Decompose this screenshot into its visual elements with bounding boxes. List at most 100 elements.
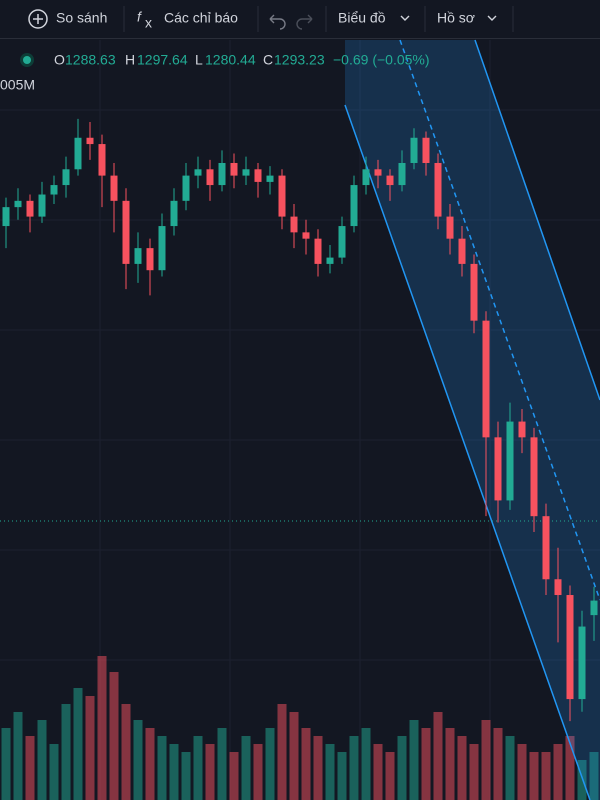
- candle-body: [206, 169, 214, 186]
- volume-bar: [469, 744, 479, 800]
- candle-body: [458, 238, 466, 264]
- candle-body: [506, 421, 514, 501]
- profile-menu[interactable]: Hồ sơ: [437, 10, 497, 26]
- candle-body: [518, 421, 526, 438]
- candle-body: [14, 200, 22, 208]
- volume-bar: [73, 688, 83, 800]
- candle-body: [566, 595, 574, 700]
- close-label: C: [263, 52, 273, 68]
- candle-body: [530, 437, 538, 517]
- volume-bar: [133, 720, 143, 800]
- candle-layer: [2, 118, 598, 722]
- candle-body: [266, 175, 274, 182]
- volume-bar: [97, 656, 107, 800]
- volume-bar: [205, 744, 215, 800]
- candle-body: [62, 169, 70, 186]
- candle-body: [326, 257, 334, 264]
- volume-bar: [337, 752, 347, 800]
- volume-bar: [553, 744, 563, 800]
- volume-bar: [217, 728, 227, 800]
- candle-body: [494, 437, 502, 501]
- chart-menu-label: Biểu đồ: [338, 10, 386, 26]
- volume-bar: [577, 760, 587, 800]
- candle-body: [110, 175, 118, 201]
- candle-body: [86, 137, 94, 145]
- candle-body: [254, 169, 262, 182]
- candle-body: [218, 162, 226, 186]
- volume-bar: [433, 712, 443, 800]
- ohlc-legend: O 1288.63 H 1297.64 L 1280.44 C 1293.23 …: [0, 52, 430, 93]
- volume-bar: [109, 672, 119, 800]
- volume-bar: [145, 728, 155, 800]
- candle-body: [146, 248, 154, 271]
- volume-bar: [1, 728, 11, 800]
- candle-body: [542, 516, 550, 580]
- volume-bar: [181, 752, 191, 800]
- indicators-button[interactable]: f x Các chỉ báo: [137, 9, 238, 31]
- volume-bar: [349, 736, 359, 800]
- volume-bar: [409, 720, 419, 800]
- volume-bar: [265, 728, 275, 800]
- volume-bar: [481, 720, 491, 800]
- volume-layer: [1, 656, 599, 800]
- candle-body: [98, 144, 106, 176]
- compare-label: So sánh: [56, 10, 107, 26]
- candle-body: [386, 175, 394, 186]
- chart-menu[interactable]: Biểu đồ: [338, 10, 410, 26]
- fx-icon-sub: x: [145, 15, 152, 31]
- candle-body: [590, 600, 598, 616]
- volume-bar: [289, 712, 299, 800]
- volume-bar: [301, 728, 311, 800]
- volume-label: 005M: [0, 77, 35, 93]
- parallel-channel: [344, 39, 600, 800]
- candle-body: [446, 216, 454, 239]
- volume-bar: [157, 736, 167, 800]
- candle-body: [302, 232, 310, 239]
- candle-body: [242, 169, 250, 176]
- candle-body: [374, 169, 382, 176]
- volume-bar: [193, 736, 203, 800]
- volume-bar: [445, 728, 455, 800]
- volume-bar: [397, 736, 407, 800]
- candle-body: [350, 185, 358, 227]
- high-label: H: [125, 52, 135, 68]
- volume-bar: [121, 704, 131, 800]
- volume-bar: [37, 720, 47, 800]
- indicators-label: Các chỉ báo: [164, 10, 238, 26]
- open-value: 1288.63: [65, 52, 116, 68]
- volume-bar: [457, 736, 467, 800]
- candle-body: [554, 579, 562, 596]
- volume-bar: [505, 736, 515, 800]
- volume-bar: [25, 736, 35, 800]
- volume-bar: [49, 744, 59, 800]
- volume-bar: [385, 752, 395, 800]
- profile-menu-label: Hồ sơ: [437, 10, 475, 26]
- candle-body: [290, 216, 298, 233]
- volume-bar: [565, 736, 575, 800]
- volume-bar: [169, 744, 179, 800]
- candle-body: [362, 169, 370, 186]
- change-value: −0.69 (−0.05%): [333, 52, 430, 68]
- low-value: 1280.44: [205, 52, 256, 68]
- volume-bar: [541, 752, 551, 800]
- candle-body: [38, 194, 46, 217]
- compare-button[interactable]: So sánh: [28, 9, 107, 29]
- fx-icon: f: [137, 9, 143, 25]
- volume-bar: [253, 744, 263, 800]
- candle-body: [482, 320, 490, 438]
- candle-body: [434, 162, 442, 217]
- candle-body: [410, 137, 418, 163]
- redo-button[interactable]: [296, 14, 313, 30]
- volume-bar: [313, 736, 323, 800]
- candle-body: [158, 226, 166, 271]
- volume-bar: [361, 728, 371, 800]
- candle-body: [398, 162, 406, 186]
- candle-body: [74, 137, 82, 170]
- candle-body: [194, 169, 202, 176]
- volume-bar: [229, 752, 239, 800]
- undo-button[interactable]: [269, 14, 286, 30]
- toolbar: So sánh f x Các chỉ báo Biểu đồ Hồ sơ: [0, 0, 600, 39]
- volume-bar: [241, 736, 251, 800]
